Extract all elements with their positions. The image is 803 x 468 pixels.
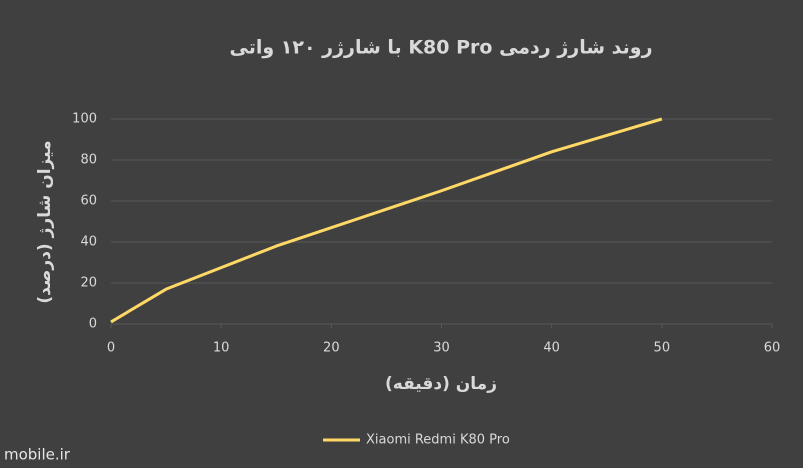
y-axis-label: میزان شارژ (درصد)	[35, 140, 55, 303]
y-tick-label: 40	[80, 235, 97, 250]
x-tick-label: 20	[323, 341, 340, 356]
y-tick-label: 0	[89, 317, 97, 332]
x-tick-label: 30	[433, 341, 450, 356]
y-tick-label: 80	[80, 153, 97, 168]
x-axis-label: زمان (دقیقه)	[385, 374, 497, 394]
legend-label: Xiaomi Redmi K80 Pro	[366, 433, 510, 448]
y-tick-label: 100	[72, 112, 97, 127]
x-tick-label: 50	[654, 341, 671, 356]
chart-title: روند شارژ ردمی K80 Pro با شارژر ۱۲۰ واتی	[229, 37, 652, 59]
x-tick-label: 0	[107, 341, 115, 356]
x-tick-label: 40	[543, 341, 560, 356]
x-tick-label: 10	[213, 341, 230, 356]
y-tick-label: 60	[80, 194, 97, 209]
y-tick-label: 20	[80, 276, 97, 291]
x-tick-label: 60	[764, 341, 781, 356]
data-line	[110, 117, 663, 324]
watermark: mobile.ir	[4, 446, 71, 464]
